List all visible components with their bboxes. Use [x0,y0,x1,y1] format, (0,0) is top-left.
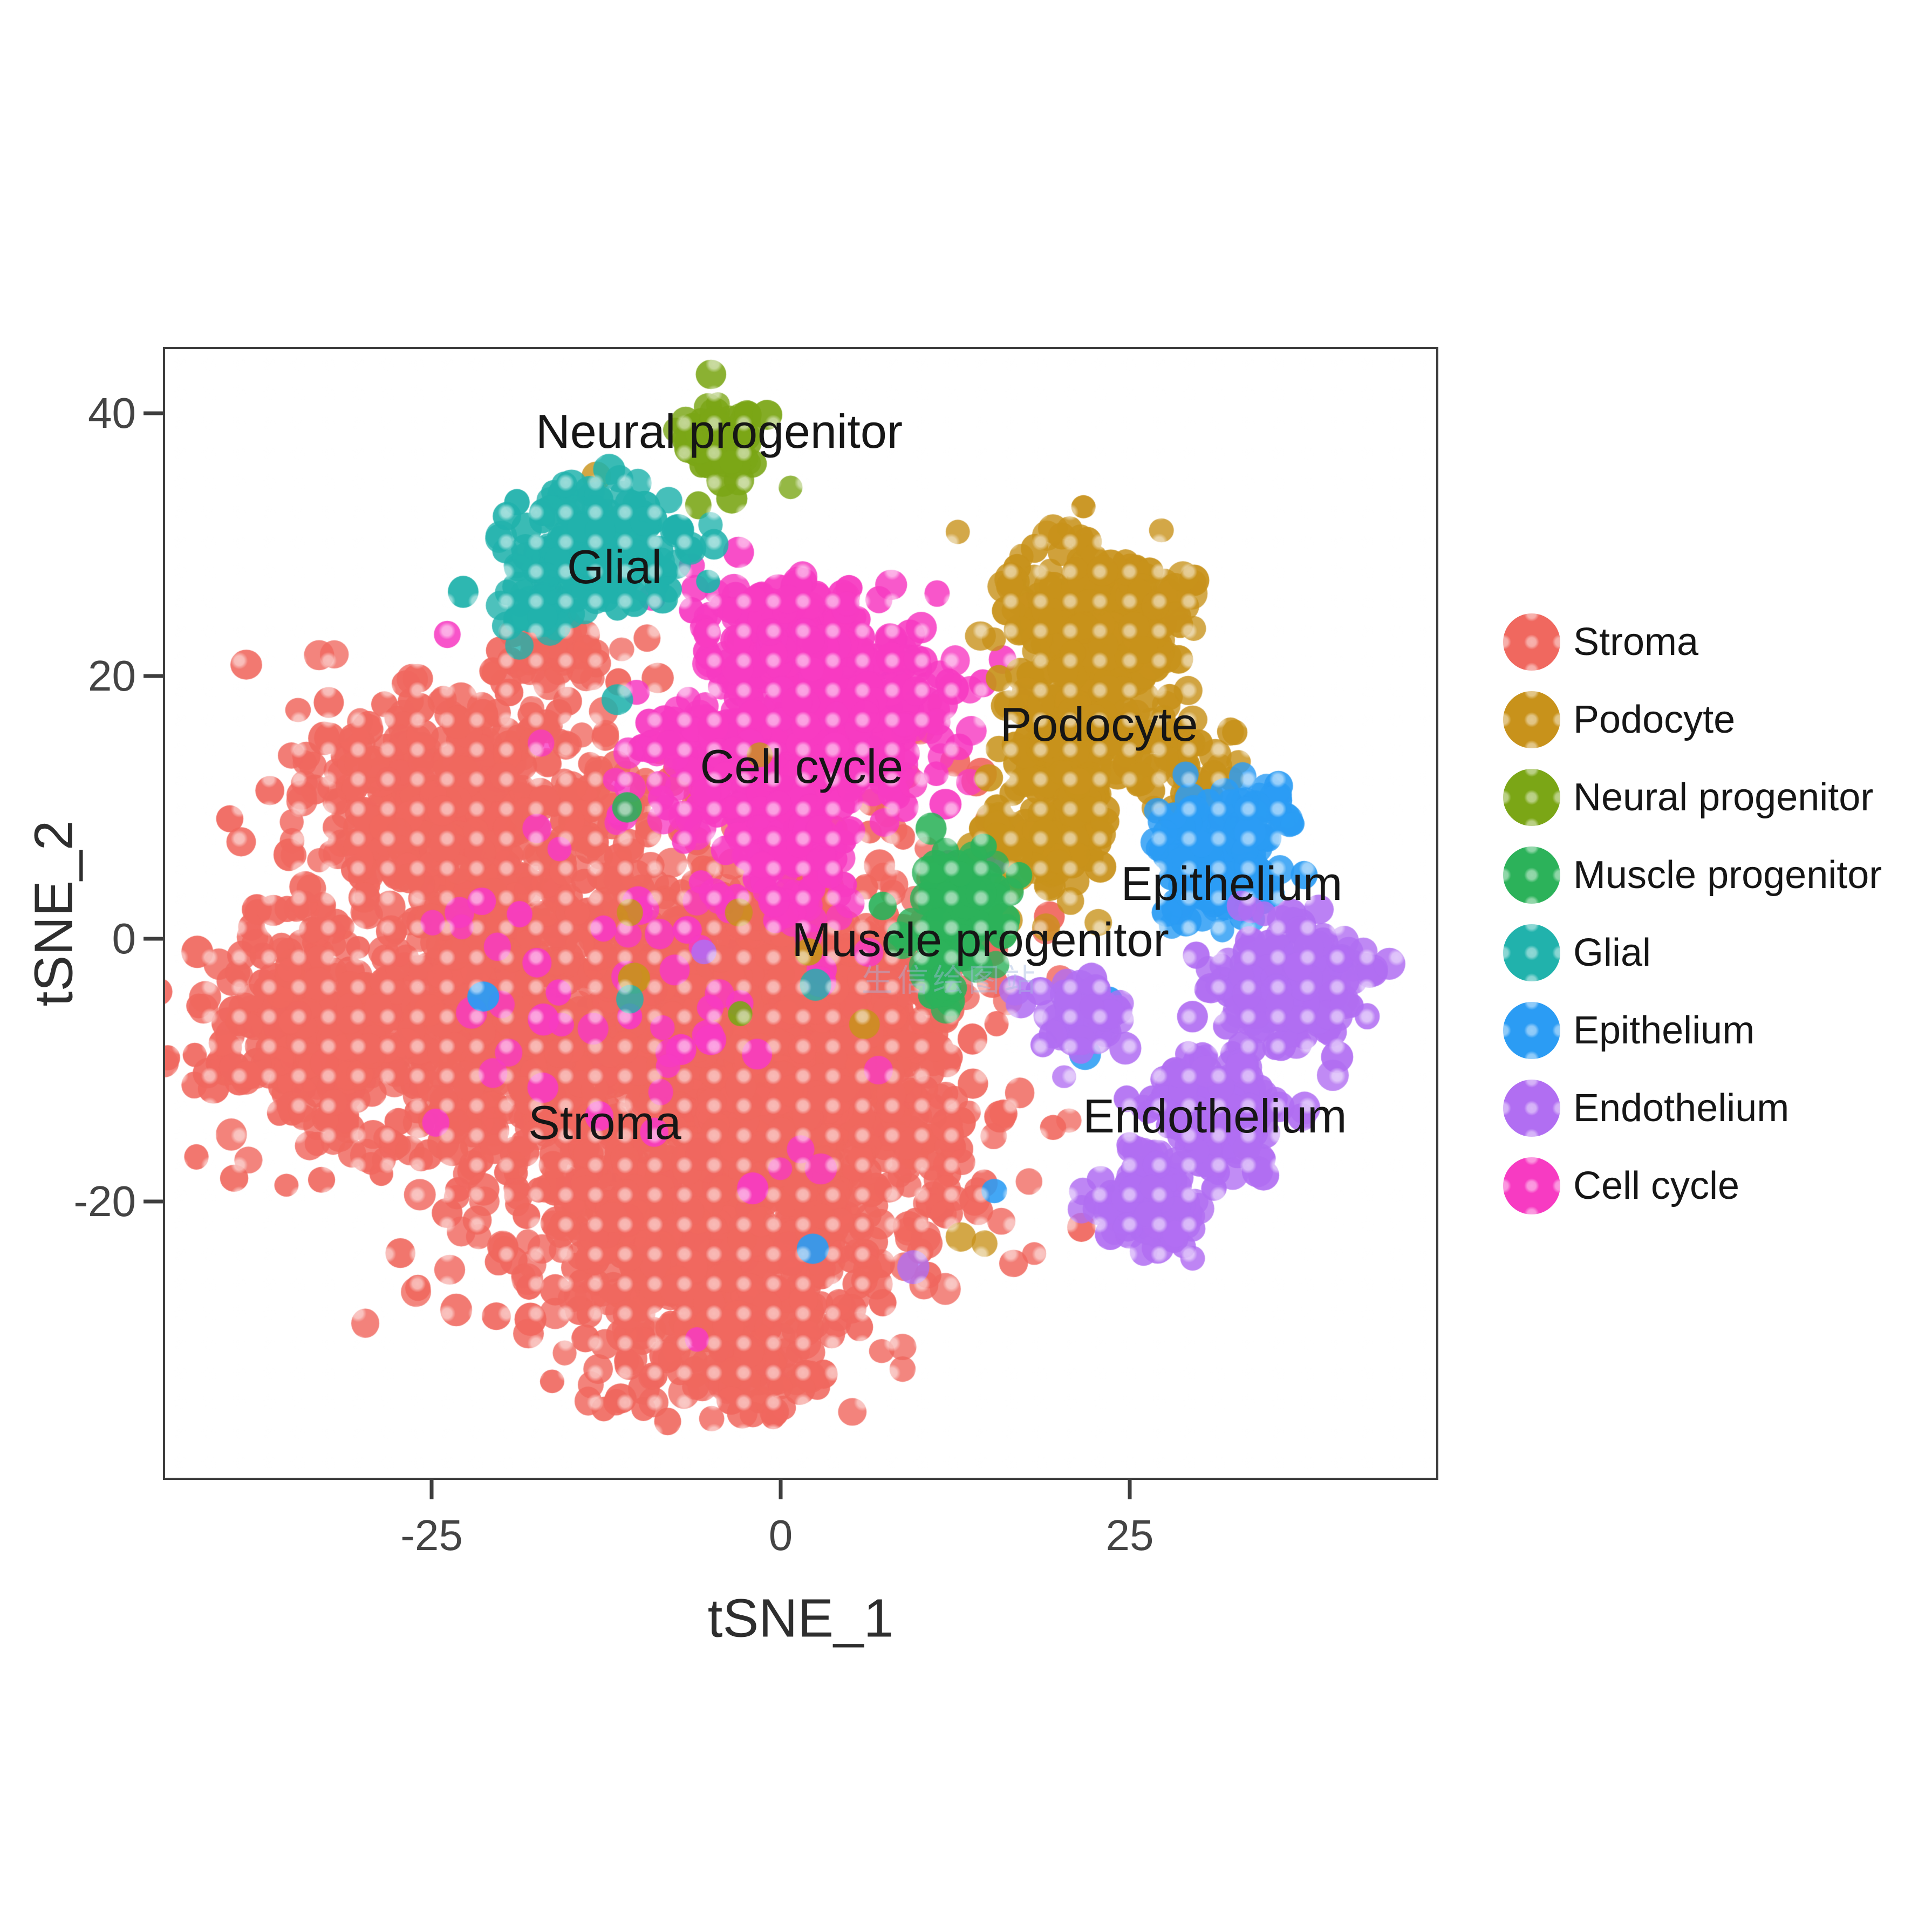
legend-swatch-cell-cycle [1503,1157,1560,1214]
legend-label: Epithelium [1573,1009,1755,1052]
legend-label: Glial [1573,931,1651,974]
legend-item: Endothelium [1503,1069,1882,1147]
cluster-label-endothelium: Endothelium [1083,1089,1347,1143]
legend-swatch-endothelium [1503,1080,1560,1137]
y-tick [144,1199,163,1204]
legend-item: Cell cycle [1503,1147,1882,1225]
legend-swatch-muscle-progenitor [1503,846,1560,904]
x-tick [1128,1480,1132,1499]
cluster-label-epithelium: Epithelium [1121,856,1343,910]
cluster-label-cell-cycle: Cell cycle [700,740,904,793]
y-tick-label: 20 [88,652,136,700]
legend-item: Glial [1503,914,1882,992]
y-tick [144,674,163,678]
y-tick-label: 40 [88,389,136,437]
legend-label: Cell cycle [1573,1164,1740,1207]
legend-item: Neural progenitor [1503,759,1882,836]
x-tick-label: -25 [400,1511,463,1559]
y-tick-label: 0 [112,914,136,962]
cluster-label-stroma: Stroma [528,1095,681,1149]
y-tick [144,411,163,415]
cluster-label-glial: Glial [566,540,663,593]
legend-label: Stroma [1573,620,1699,664]
legend-item: Podocyte [1503,681,1882,759]
cluster-label-podocyte: Podocyte [1000,698,1198,752]
legend-swatch-glial [1503,924,1560,981]
legend-label: Podocyte [1573,698,1736,741]
x-tick-label: 25 [1105,1511,1154,1559]
y-tick-label: -20 [73,1177,136,1225]
legend-item: Epithelium [1503,992,1882,1069]
x-tick-label: 0 [768,1511,793,1559]
y-tick [144,937,163,941]
legend: Stroma Podocyte Neural progenitor Muscle… [1503,603,1882,1225]
legend-item: Muscle progenitor [1503,836,1882,914]
legend-swatch-podocyte [1503,691,1560,748]
legend-label: Muscle progenitor [1573,854,1882,897]
cluster-label-muscle-progenitor: Muscle progenitor [791,913,1169,967]
y-axis-title: tSNE_2 [23,820,84,1007]
x-axis-title: tSNE_1 [707,1588,894,1649]
legend-swatch-neural-progenitor [1503,769,1560,826]
legend-swatch-stroma [1503,613,1560,671]
legend-swatch-epithelium [1503,1002,1560,1059]
x-tick [779,1480,783,1499]
legend-label: Neural progenitor [1573,776,1874,819]
cluster-label-neural-progenitor: Neural progenitor [536,405,903,459]
legend-item: Stroma [1503,603,1882,681]
x-tick [429,1480,434,1499]
legend-label: Endothelium [1573,1087,1790,1130]
